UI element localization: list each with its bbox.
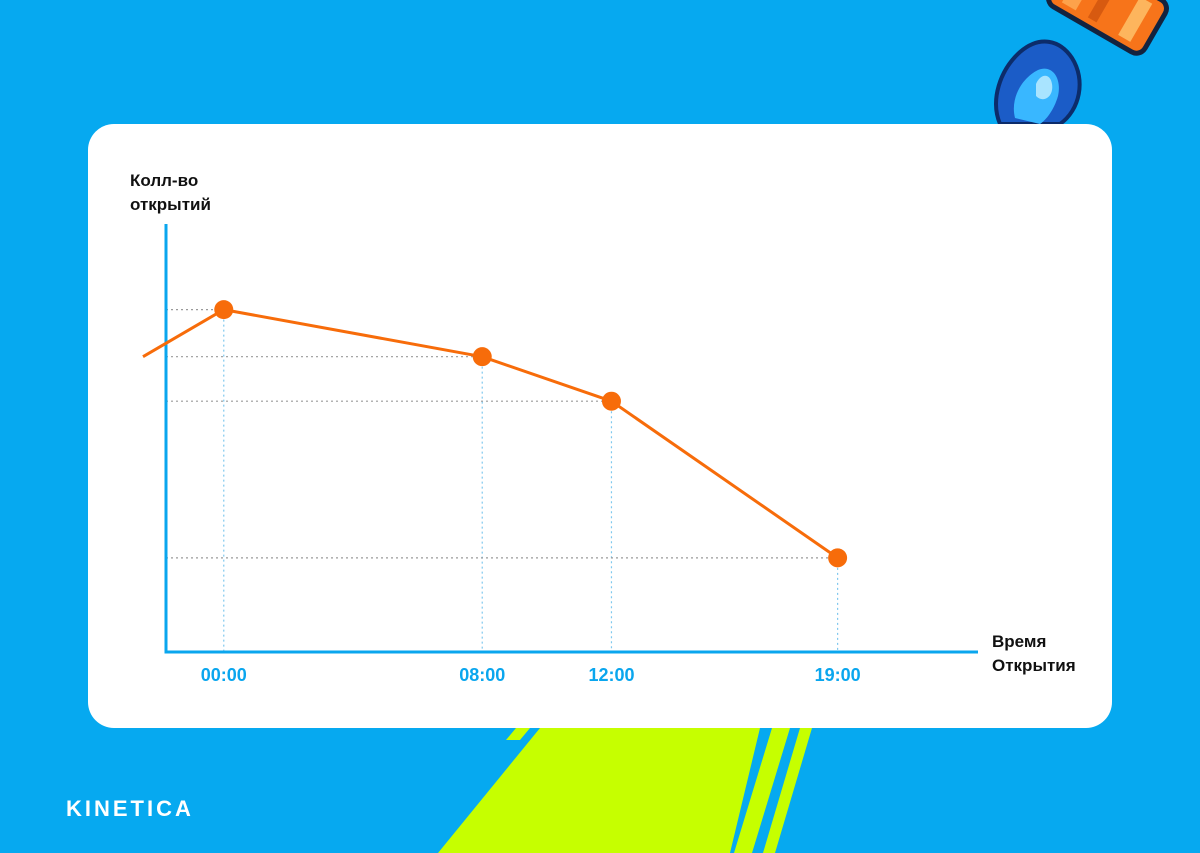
x-tick-label: 19:00 xyxy=(815,665,861,685)
guide-lines xyxy=(166,309,839,652)
chart-card: 00:00 08:00 12:00 19:00 Колл-во открытий Вр… xyxy=(88,124,1112,728)
x-tick-label: 12:00 xyxy=(588,665,634,685)
axes xyxy=(164,224,978,654)
line-chart: 00:00 08:00 12:00 19:00 xyxy=(142,224,978,685)
rocket-icon xyxy=(994,0,1169,126)
x-tick-label: 08:00 xyxy=(459,665,505,685)
data-point xyxy=(828,548,848,568)
data-point xyxy=(472,347,492,367)
x-tick-labels: 00:00 08:00 12:00 19:00 xyxy=(201,665,861,685)
data-point xyxy=(601,391,621,411)
x-axis-title-line-1: Время xyxy=(992,632,1047,651)
y-axis-title-line-2: открытий xyxy=(130,195,211,214)
x-tick-label: 00:00 xyxy=(201,665,247,685)
y-axis-title: Колл-во открытий xyxy=(130,169,280,217)
y-axis-title-line-1: Колл-во xyxy=(130,171,199,190)
series-opening-count xyxy=(142,300,848,568)
lime-stripes xyxy=(438,728,812,853)
x-axis-title: Время Открытия xyxy=(992,630,1102,678)
x-axis-title-line-2: Открытия xyxy=(992,656,1076,675)
brand-logo: KINETICA xyxy=(66,796,194,821)
data-point xyxy=(214,300,234,320)
series-line xyxy=(142,308,839,560)
